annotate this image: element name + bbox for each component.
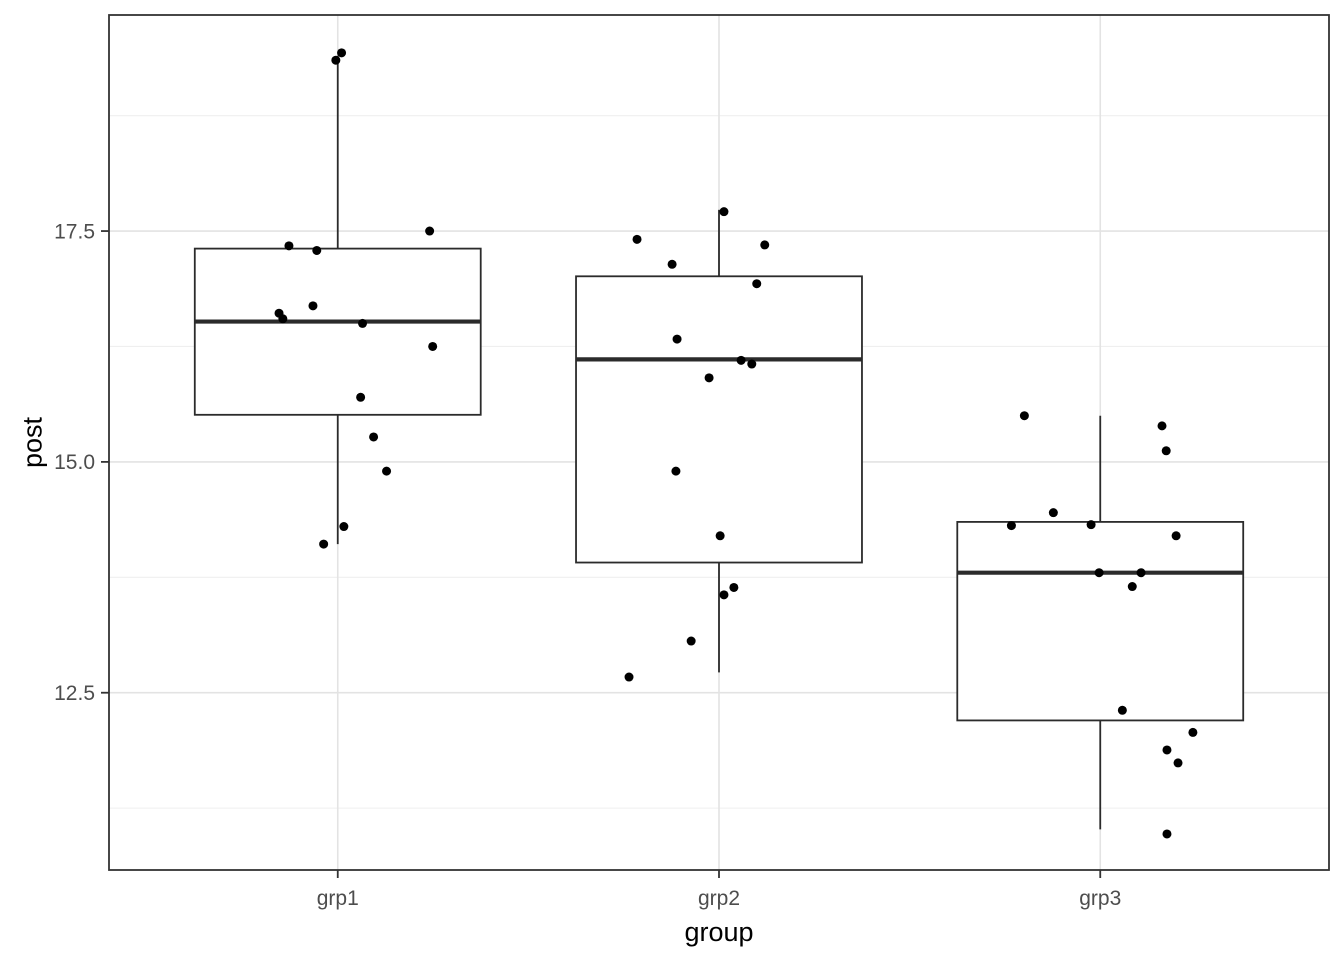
data-point <box>1188 727 1198 737</box>
data-point <box>1162 829 1172 839</box>
data-point <box>369 432 379 442</box>
axis-tick-marks <box>101 230 1102 878</box>
data-point <box>686 636 696 646</box>
data-point <box>1162 745 1172 755</box>
x-tick-label: grp3 <box>1079 887 1121 910</box>
data-point <box>715 531 725 541</box>
data-point <box>1094 568 1104 578</box>
x-tick-label: grp1 <box>317 887 359 910</box>
data-point <box>747 359 757 369</box>
data-point <box>729 582 739 592</box>
data-point <box>1006 521 1016 531</box>
data-point <box>719 590 729 600</box>
data-point <box>1173 758 1183 768</box>
boxplot-grp1 <box>193 55 482 545</box>
data-point <box>308 301 318 311</box>
data-point <box>671 466 681 476</box>
data-point <box>704 373 714 383</box>
data-point <box>428 341 438 351</box>
box <box>193 247 482 416</box>
data-point <box>1161 446 1171 456</box>
data-point <box>319 539 329 549</box>
jitter-points <box>274 48 1198 839</box>
data-point <box>1048 508 1058 518</box>
data-point <box>1019 411 1029 421</box>
data-point <box>382 466 392 476</box>
data-point <box>331 55 341 65</box>
data-point <box>278 314 288 324</box>
y-tick-label: 17.5 <box>54 220 95 243</box>
boxplot-grp2 <box>575 209 863 673</box>
boxplots <box>193 55 1245 830</box>
data-point <box>1171 531 1181 541</box>
data-point <box>736 355 746 365</box>
data-point <box>358 318 368 328</box>
data-point <box>356 392 366 402</box>
x-tick-label: grp2 <box>698 887 740 910</box>
boxplot-grp3 <box>956 415 1245 830</box>
data-point <box>284 241 294 251</box>
data-point <box>760 240 770 250</box>
y-axis-title: post <box>17 416 47 468</box>
box <box>575 275 863 564</box>
y-tick-label: 15.0 <box>54 451 95 474</box>
data-point <box>624 672 634 682</box>
box <box>956 521 1245 722</box>
x-axis-tick-labels: grp1 grp2 grp3 <box>317 887 1122 910</box>
data-point <box>667 259 677 269</box>
x-axis-title: group <box>684 917 753 947</box>
data-point <box>1086 520 1096 530</box>
data-point <box>1136 568 1146 578</box>
data-point <box>719 207 729 217</box>
data-point <box>672 334 682 344</box>
y-tick-label: 12.5 <box>54 682 95 705</box>
data-point <box>425 226 435 236</box>
data-point <box>312 245 322 255</box>
data-point <box>632 234 642 244</box>
data-point <box>339 522 349 532</box>
data-point <box>1117 705 1127 715</box>
data-point <box>337 48 347 58</box>
y-axis-tick-labels: 12.5 15.0 17.5 <box>54 220 95 705</box>
data-point <box>752 279 762 289</box>
data-point <box>1127 582 1137 592</box>
data-point <box>1157 421 1167 431</box>
